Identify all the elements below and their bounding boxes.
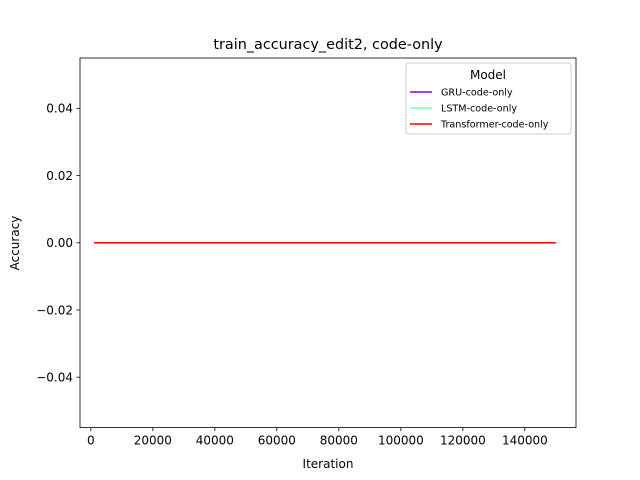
axes: 0 20000 40000 60000 80000 100000 120000 140000 … xyxy=(36,57,577,448)
x-tick-label: 100000 xyxy=(378,434,424,448)
y-ticks: −0.04 −0.02 0.00 0.02 0.04 xyxy=(36,102,80,385)
y-tick-label: −0.02 xyxy=(36,303,73,317)
x-tick-label: 140000 xyxy=(502,434,548,448)
y-tick-label: 0.04 xyxy=(46,102,73,116)
y-tick-label: 0.02 xyxy=(46,169,73,183)
legend-entry: LSTM-code-only xyxy=(441,104,517,115)
x-tick-label: 20000 xyxy=(134,434,172,448)
y-axis-label: Accuracy xyxy=(8,216,22,271)
legend-entry: Transformer-code-only xyxy=(440,120,549,131)
x-tick-label: 60000 xyxy=(258,434,296,448)
legend-title: Model xyxy=(470,68,506,82)
y-tick-label: −0.04 xyxy=(36,371,73,385)
legend: Model GRU-code-only LSTM-code-only Transfo… xyxy=(405,62,572,135)
x-tick-label: 80000 xyxy=(320,434,358,448)
chart-title: train_accuracy_edit2, code-only xyxy=(213,37,443,53)
x-tick-label: 120000 xyxy=(440,434,486,448)
legend-box xyxy=(405,62,572,135)
y-tick-label: 0.00 xyxy=(46,236,73,250)
legend-entry: GRU-code-only xyxy=(441,88,513,99)
x-axis-label: Iteration xyxy=(303,457,354,471)
x-tick-label: 0 xyxy=(87,434,95,448)
x-tick-label: 40000 xyxy=(196,434,234,448)
legend-items: GRU-code-only LSTM-code-only Transformer-c… xyxy=(410,88,549,131)
x-ticks: 0 20000 40000 60000 80000 100000 120000 140000 xyxy=(87,427,548,448)
